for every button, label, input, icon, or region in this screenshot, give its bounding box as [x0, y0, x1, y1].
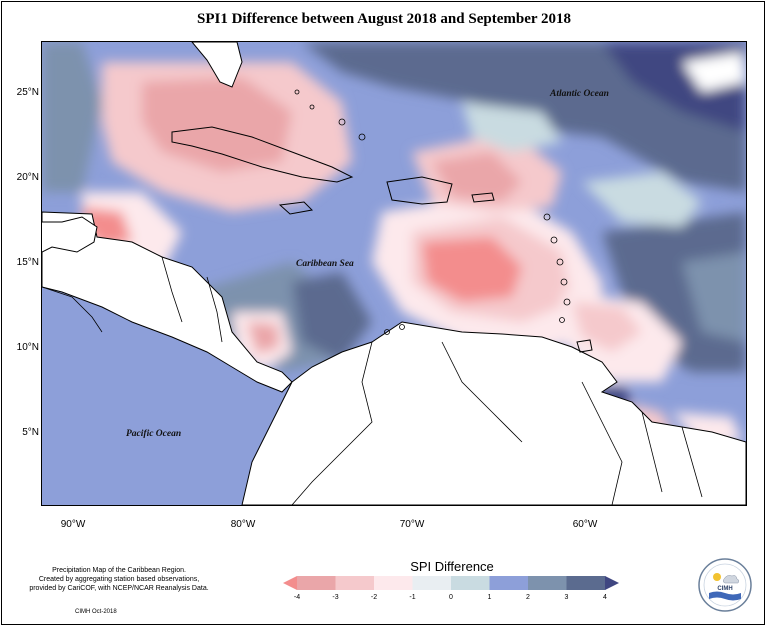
legend-tick-label: 3	[564, 594, 569, 601]
lat-label-10n: 10°N	[16, 342, 39, 353]
lat-label-5n: 5°N	[22, 427, 39, 438]
legend-tick-label: 2	[526, 594, 530, 601]
map-title: SPI1 Difference between August 2018 and …	[196, 11, 571, 27]
lon-label-90w: 90°W	[60, 519, 86, 530]
lat-label-15n: 15°N	[16, 257, 39, 268]
pacific-ocean-label: Pacific Ocean	[126, 429, 182, 439]
legend-tick-label: 1	[487, 594, 492, 601]
spi-map-canvas	[42, 42, 746, 505]
legend-cell-2	[335, 576, 375, 590]
footnote-line-1: Precipitation Map of the Caribbean Regio…	[52, 567, 186, 574]
legend-tick-label: 4	[603, 594, 607, 601]
footnote-line-2: Created by aggregating station based obs…	[38, 576, 200, 583]
legend-cell-8	[566, 576, 606, 590]
legend-title: SPI Difference	[410, 559, 494, 574]
legend-cell-3	[374, 576, 413, 590]
footnote-line-3: provided by CariCOF, with NCEP/NCAR Rean…	[29, 585, 209, 592]
legend-tick-label: -3	[332, 594, 339, 601]
spi-map	[41, 41, 747, 506]
cimh-logo-icon: CIMH	[698, 558, 752, 612]
legend-tick-label: -1	[409, 594, 416, 601]
legend-cell-1	[297, 576, 336, 590]
lesser-antilles	[294, 89, 571, 335]
legend-cell-9	[605, 576, 619, 590]
lon-label-70w: 70°W	[399, 519, 425, 530]
footnote: Precipitation Map of the Caribbean Regio…	[14, 566, 224, 593]
lat-label-25n: 25°N	[16, 87, 39, 98]
legend-colorbar	[283, 576, 619, 590]
credit-text: CIMH Oct-2018	[75, 609, 117, 615]
legend-cell-7	[528, 576, 567, 590]
legend-tick-label: 0	[449, 594, 453, 601]
country-borders	[42, 256, 703, 505]
legend-tick-label: -2	[370, 594, 378, 601]
legend-cell-0	[283, 576, 297, 590]
lon-label-80w: 80°W	[230, 519, 256, 530]
lat-label-20n: 20°N	[16, 172, 39, 183]
logo-text: CIMH	[717, 586, 732, 592]
lon-label-60w: 60°W	[572, 519, 598, 530]
legend-cell-6	[489, 576, 529, 590]
yucatan	[42, 216, 98, 253]
atlantic-ocean-label: Atlantic Ocean	[550, 89, 609, 99]
legend-cell-5	[451, 576, 490, 590]
legend-cell-4	[412, 576, 452, 590]
caribbean-sea-label: Caribbean Sea	[296, 259, 354, 269]
legend-tick-label: -4	[293, 594, 301, 601]
